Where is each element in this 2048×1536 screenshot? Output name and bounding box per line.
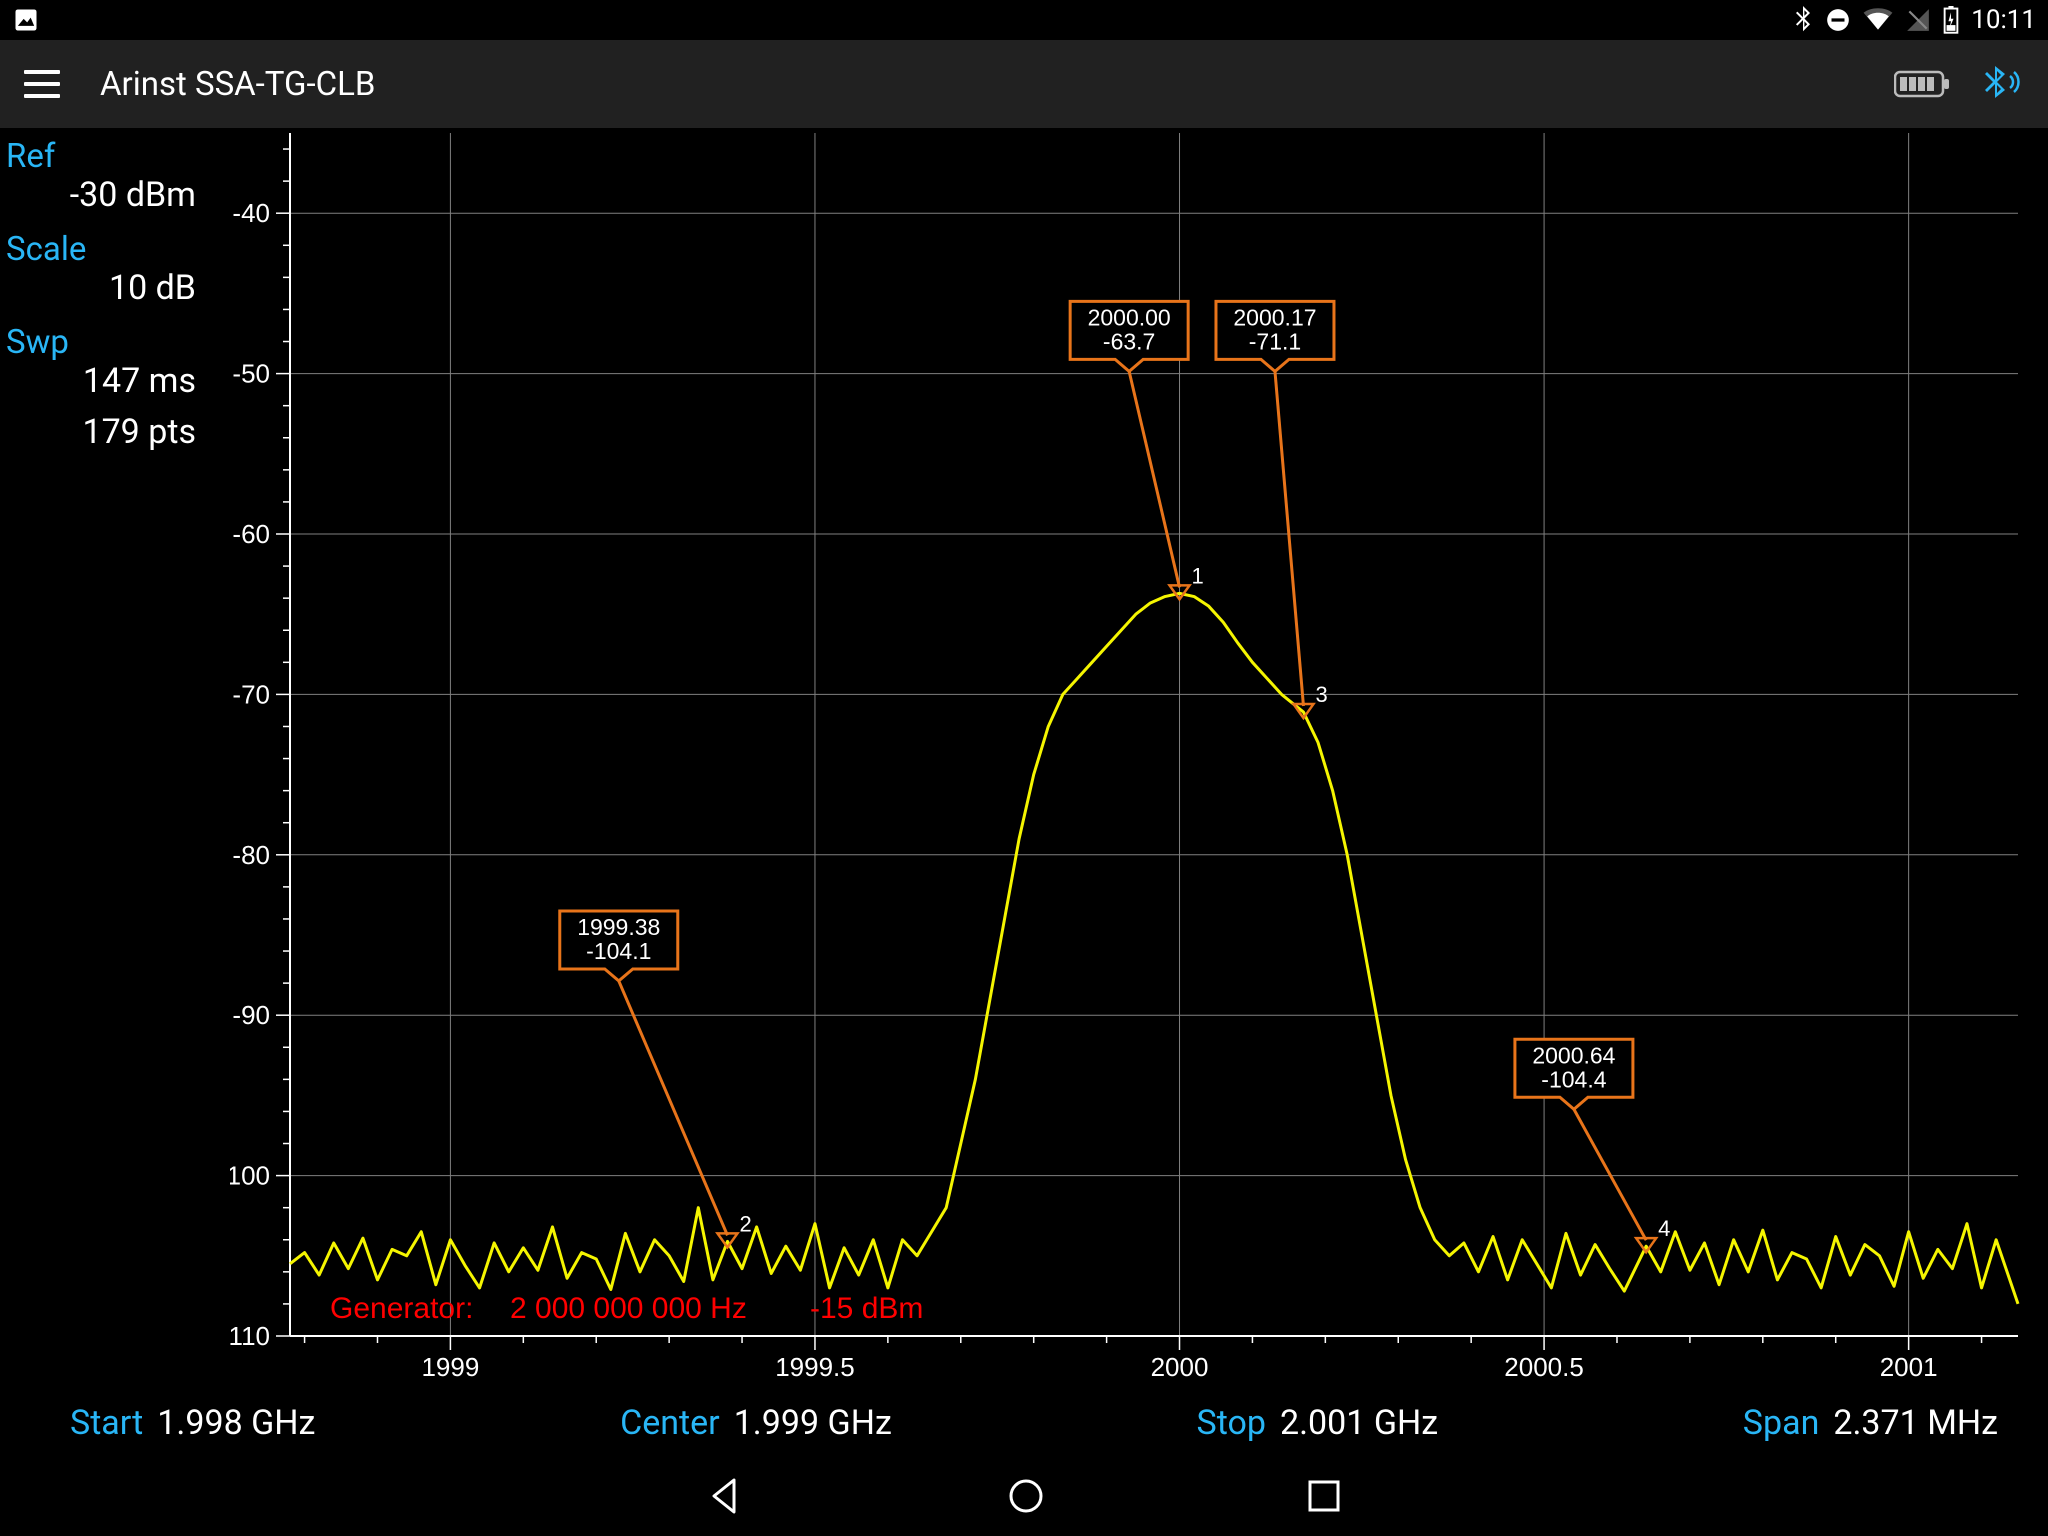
stop-param[interactable]: Stop2.001 GHz (1197, 1403, 1439, 1443)
center-param[interactable]: Center1.999 GHz (620, 1403, 892, 1443)
svg-text:-15 dBm: -15 dBm (810, 1292, 923, 1325)
recent-button[interactable] (1306, 1478, 1342, 1514)
app-title: Arinst SSA-TG-CLB (100, 65, 1894, 104)
side-panel: Ref -30 dBm Scale 10 dB Swp 147 ms 179 p… (0, 138, 230, 468)
svg-text:Generator:: Generator: (330, 1292, 473, 1325)
bluetooth-connected-icon[interactable] (1980, 64, 2024, 104)
main-content: Ref -30 dBm Scale 10 dB Swp 147 ms 179 p… (0, 128, 2048, 1456)
svg-text:4: 4 (1658, 1216, 1670, 1241)
svg-text:2 000 000 000 Hz: 2 000 000 000 Hz (510, 1292, 747, 1325)
svg-text:2000.17: 2000.17 (1233, 304, 1316, 330)
span-param[interactable]: Span2.371 MHz (1743, 1403, 1998, 1443)
home-button[interactable] (1006, 1476, 1046, 1516)
scale-value[interactable]: 10 dB (6, 269, 230, 308)
spectrum-chart[interactable]: -40 -50 -60 -70 -80 -90 -100 -110 1999 1999.5 2000… (230, 128, 2028, 1386)
image-icon (12, 6, 40, 34)
dnd-icon (1825, 7, 1851, 33)
svg-text:2000.64: 2000.64 (1532, 1042, 1615, 1068)
swp-label[interactable]: Swp (6, 324, 230, 362)
svg-text:2000.00: 2000.00 (1088, 304, 1171, 330)
svg-text:-104.1: -104.1 (586, 938, 651, 964)
swp-pts[interactable]: 179 pts (6, 413, 230, 452)
status-time: 10:11 (1971, 5, 2036, 35)
svg-text:-100: -100 (230, 1161, 270, 1191)
svg-text:1999: 1999 (421, 1352, 479, 1382)
svg-text:-110: -110 (230, 1321, 270, 1351)
svg-text:1999.5: 1999.5 (775, 1352, 855, 1382)
svg-text:-104.4: -104.4 (1541, 1066, 1606, 1092)
bluetooth-icon (1793, 6, 1813, 34)
frequency-params: Start1.998 GHz Center1.999 GHz Stop2.001… (40, 1398, 2028, 1448)
start-param[interactable]: Start1.998 GHz (70, 1403, 315, 1443)
svg-text:-90: -90 (232, 1000, 270, 1030)
wifi-icon (1863, 8, 1893, 32)
battery-level-icon (1894, 68, 1952, 100)
svg-text:-60: -60 (232, 519, 270, 549)
svg-text:-50: -50 (232, 359, 270, 389)
svg-text:-71.1: -71.1 (1249, 328, 1301, 354)
android-nav-bar (0, 1456, 2048, 1536)
svg-text:-63.7: -63.7 (1103, 328, 1155, 354)
svg-text:3: 3 (1315, 682, 1327, 707)
svg-text:1999.38: 1999.38 (577, 914, 660, 940)
svg-text:1: 1 (1192, 563, 1204, 588)
svg-text:2: 2 (739, 1211, 751, 1236)
back-button[interactable] (706, 1476, 746, 1516)
svg-text:2000: 2000 (1151, 1352, 1209, 1382)
ref-value[interactable]: -30 dBm (6, 176, 230, 215)
app-bar: Arinst SSA-TG-CLB (0, 40, 2048, 128)
android-status-bar: 10:11 (0, 0, 2048, 40)
svg-text:-80: -80 (232, 840, 270, 870)
svg-text:2000.5: 2000.5 (1504, 1352, 1584, 1382)
swp-time[interactable]: 147 ms (6, 362, 230, 401)
svg-text:2001: 2001 (1880, 1352, 1938, 1382)
menu-button[interactable] (24, 70, 60, 98)
ref-label[interactable]: Ref (6, 138, 230, 176)
signal-icon (1905, 7, 1931, 33)
svg-text:-40: -40 (232, 198, 270, 228)
svg-text:-70: -70 (232, 679, 270, 709)
battery-icon (1943, 6, 1959, 34)
scale-label[interactable]: Scale (6, 231, 230, 269)
